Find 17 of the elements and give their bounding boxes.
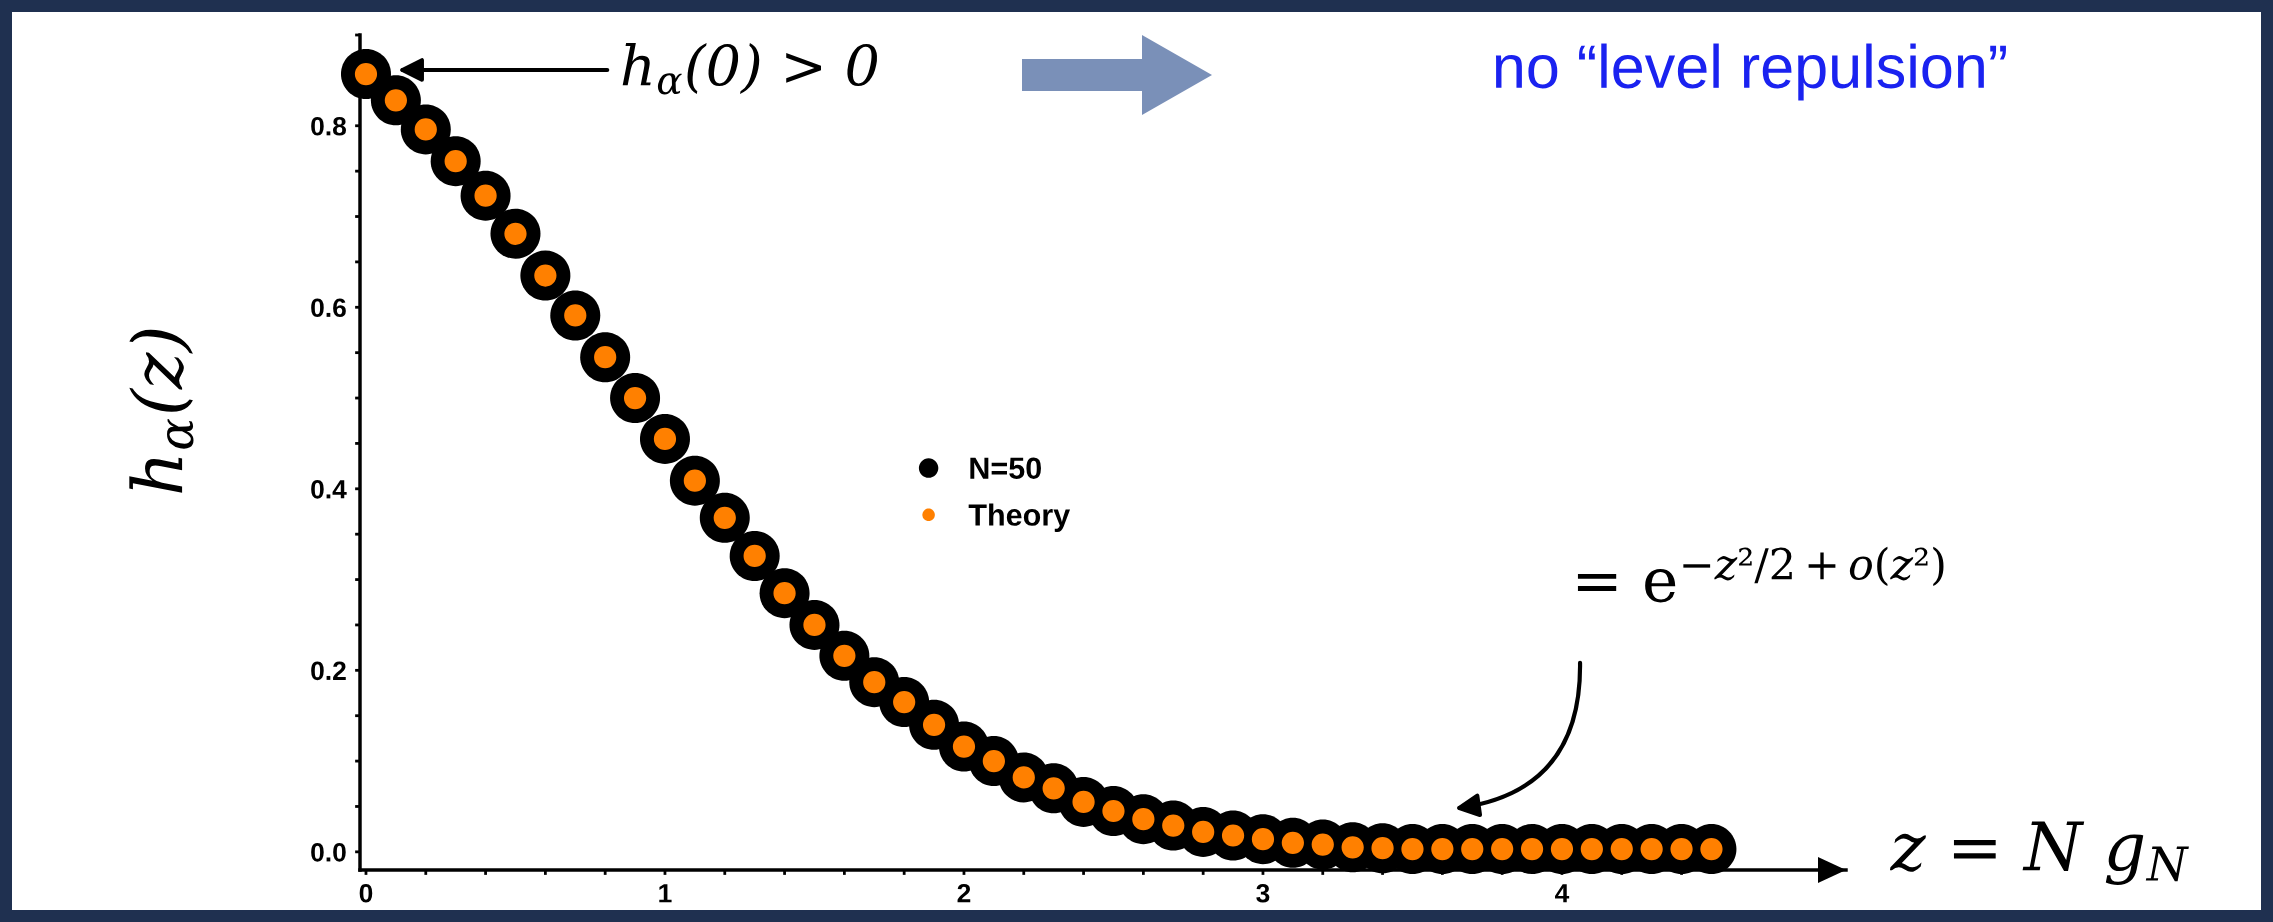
y-tick-label: 0.6 [311, 298, 346, 318]
x-tick-label: 0 [359, 883, 373, 903]
x-tick-label: 2 [957, 883, 971, 903]
y-tick-label: 0.4 [311, 479, 347, 499]
x-axis-title: z = N g$_{N}$ [1889, 821, 2189, 885]
x-tick-label: 3 [1256, 883, 1270, 903]
y-axis-title: h$_{α}$(z) [129, 329, 194, 493]
y-tick-label: 0.8 [311, 116, 346, 136]
annotation: = e$^{−z²/2+o(z²)}$ [1577, 546, 1944, 603]
annotation: no “level repulsion” [1495, 43, 2006, 101]
x-tick-label: 4 [1555, 884, 1570, 903]
legend-label: N=50 [970, 457, 1041, 480]
x-tick-label: 1 [659, 884, 672, 903]
legend-label: Theory [968, 503, 1071, 532]
annotation: h$_{α}$(0) > 0 [622, 43, 878, 95]
y-tick-label: 0.2 [311, 661, 346, 681]
y-tick-label: 0.0 [311, 842, 346, 862]
